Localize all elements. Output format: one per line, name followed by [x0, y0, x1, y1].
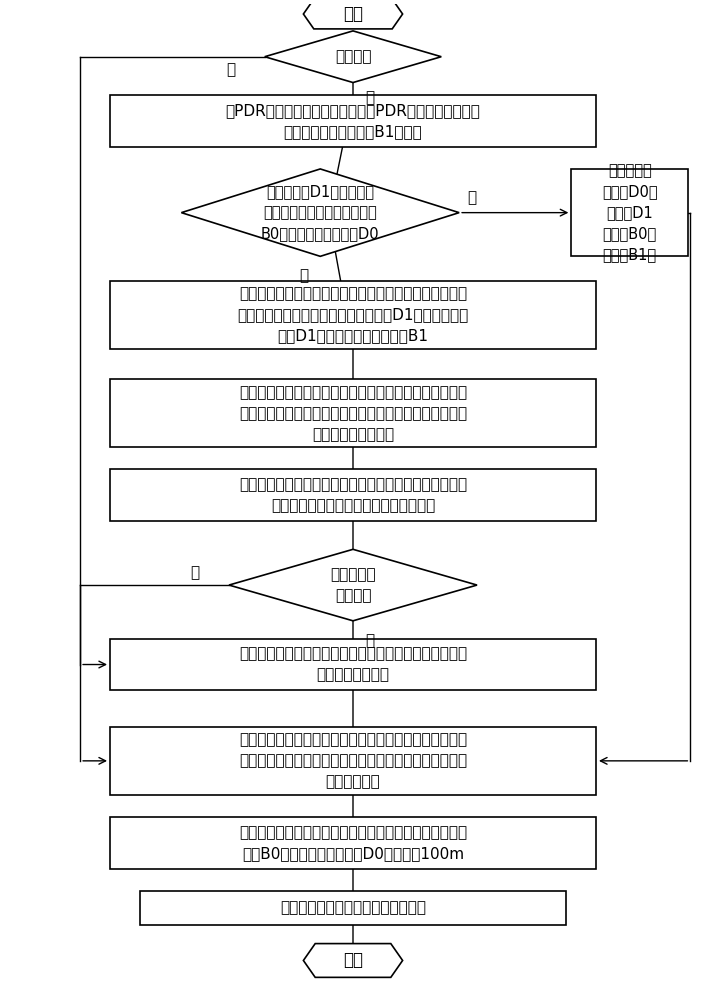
Bar [571, 169, 688, 256]
Bar [110, 95, 596, 147]
Polygon shape [265, 31, 441, 83]
Text: 开始: 开始 [343, 951, 363, 969]
Text: 是: 是 [365, 633, 374, 648]
Text: 距离最小值D1小于距离移
动终端最近的可观测蓝牙节点
B0到移动终端的距离值D0: 距离最小值D1小于距离移 动终端最近的可观测蓝牙节点 B0到移动终端的距离值D0 [261, 184, 380, 241]
Text: 结束: 结束 [343, 5, 363, 23]
Polygon shape [229, 549, 477, 621]
Bar [140, 891, 566, 925]
Text: 进行参数更
新，将D0值
更新为D1
值，将B0值
更新为B1值: 进行参数更 新，将D0值 更新为D1 值，将B0值 更新为B1值 [602, 163, 657, 262]
Text: 对PDR系统的输出位置进行校正，PDR系统校正后的输出
位置为可观测蓝牙节点B1的位置: 对PDR系统的输出位置进行校正，PDR系统校正后的输出 位置为可观测蓝牙节点B1… [225, 103, 481, 139]
Text: 否: 否 [299, 268, 309, 283]
Text: 否: 否 [190, 565, 199, 580]
Text: 对所有进入移动终端临近范围内的可观测蓝牙节点到移动
终端的距离进行排序，获得距离最小值D1以及与距离最
小值D1对应的可观测蓝牙节点B1: 对所有进入移动终端临近范围内的可观测蓝牙节点到移动 终端的距离进行排序，获得距离… [237, 286, 469, 343]
Bar [110, 469, 596, 521]
Bar [110, 817, 596, 869]
Text: 步行者航位推算系统接收加速度计数据，并根据加速度计
数据进行步态识别: 步行者航位推算系统接收加速度计数据，并根据加速度计 数据进行步态识别 [239, 647, 467, 683]
Text: 进行参数初始化配置，将距离移动终端最近的可观测蓝牙
节点B0到移动终端的距离值D0初始化为100m: 进行参数初始化配置，将距离移动终端最近的可观测蓝牙 节点B0到移动终端的距离值D… [239, 825, 467, 861]
Text: 根据室内建筑物布局建立蓝牙节点网: 根据室内建筑物布局建立蓝牙节点网 [280, 900, 426, 915]
Text: 否: 否 [365, 90, 374, 105]
Text: 用户是否行
进了一步: 用户是否行 进了一步 [330, 567, 376, 603]
Text: 继续定位: 继续定位 [335, 49, 371, 64]
Bar [110, 379, 596, 447]
Text: 是: 是 [226, 62, 235, 77]
Bar [110, 281, 596, 349]
Bar [110, 639, 596, 690]
Polygon shape [304, 944, 402, 977]
Text: 获取所有进入移动终端临近范围内的可观测蓝牙节点的设
备号，根据设备号获取所有进入移动终端临近范围内的可
观测蓝牙节点的位置: 获取所有进入移动终端临近范围内的可观测蓝牙节点的设 备号，根据设备号获取所有进入… [239, 385, 467, 442]
Text: 是: 是 [467, 190, 477, 205]
Polygon shape [304, 0, 402, 29]
Bar [110, 727, 596, 795]
Text: 将信号强度值大于信号强度识别阈值的可观测蓝牙节点作
为移动终端临近范围内的可观测蓝牙节点: 将信号强度值大于信号强度识别阈值的可观测蓝牙节点作 为移动终端临近范围内的可观测… [239, 477, 467, 513]
Polygon shape [181, 169, 459, 256]
Text: 步行者航位推算系统接收所有可观测蓝牙节点的蓝牙数据
，进行蓝牙数据解析，得到每个可观测蓝牙节点的设备号
以及信号强度: 步行者航位推算系统接收所有可观测蓝牙节点的蓝牙数据 ，进行蓝牙数据解析，得到每个… [239, 732, 467, 789]
